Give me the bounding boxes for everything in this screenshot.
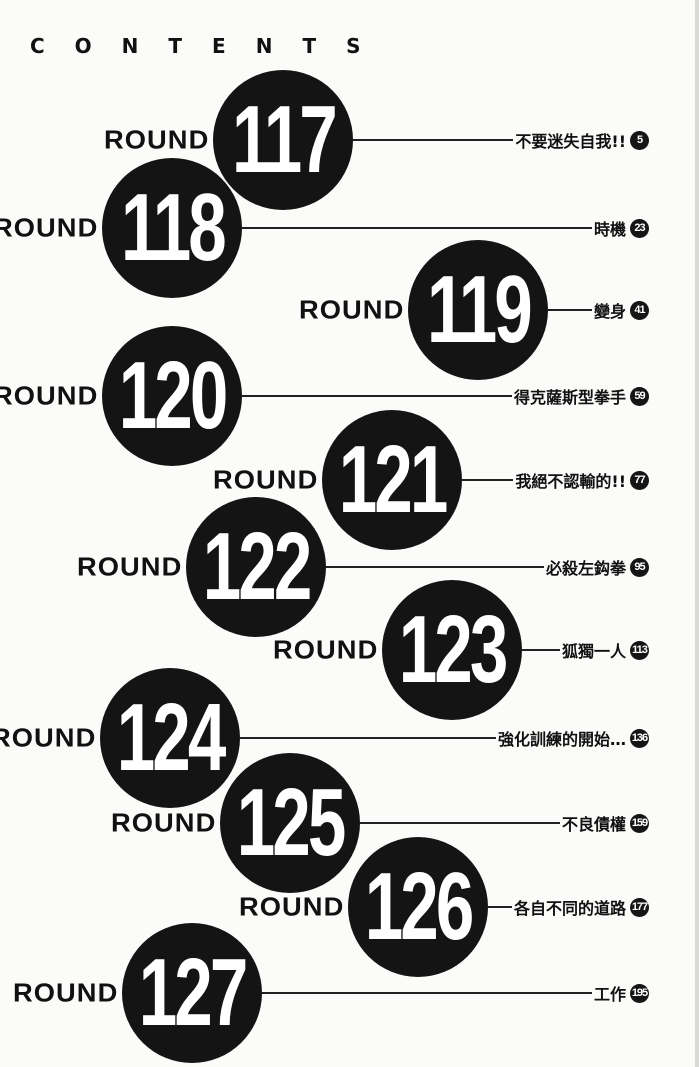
page-number-badge: 77 — [630, 470, 649, 490]
chapter-title-row: 時機 23 — [242, 216, 649, 240]
page-number-badge: 136 — [630, 728, 649, 748]
round-label: ROUND — [272, 634, 378, 665]
round-label: ROUND — [110, 807, 216, 838]
page-number-badge: 59 — [630, 386, 649, 406]
chapter-title: 工作 — [593, 985, 626, 1004]
page-number-badge: 41 — [630, 300, 649, 320]
chapter-title-row: 不良債權 159 — [360, 811, 649, 835]
chapter-number: 120 — [118, 342, 229, 449]
page-edge — [695, 0, 699, 1067]
chapter-title-row: 強化訓練的開始… 136 — [240, 726, 649, 750]
leader-line — [240, 737, 496, 739]
leader-line — [242, 395, 512, 397]
chapter-number-circle: 127 — [122, 923, 262, 1063]
page-number-badge: 113 — [630, 640, 649, 660]
chapter-title: 各自不同的道路 — [513, 899, 626, 918]
round-label: ROUND — [238, 891, 344, 922]
chapter-number-circle: 126 — [348, 837, 488, 977]
leader-line — [262, 992, 592, 994]
chapter-title-row: 得克薩斯型拳手 59 — [242, 384, 649, 408]
round-label: ROUND — [298, 294, 404, 325]
leader-line — [326, 566, 544, 568]
chapter-title-row: 變身 41 — [548, 298, 649, 322]
round-label: ROUND — [212, 464, 318, 495]
chapter-number: 119 — [426, 256, 533, 363]
contents-heading: CONTENTS — [30, 34, 391, 58]
round-label: ROUND — [0, 722, 96, 753]
round-label: ROUND — [0, 212, 98, 243]
chapter-number-circle: 117 — [213, 70, 353, 210]
page-number-badge: 195 — [630, 983, 649, 1003]
chapter-title: 變身 — [593, 302, 626, 321]
page-number-badge: 177 — [630, 897, 649, 917]
round-label: ROUND — [103, 124, 209, 155]
chapter-title: 我絕不認輸的!! — [515, 472, 626, 491]
leader-line — [522, 649, 560, 651]
page-number-badge: 95 — [630, 557, 649, 577]
chapter-number: 127 — [138, 939, 249, 1046]
leader-line — [242, 227, 592, 229]
chapter-title: 得克薩斯型拳手 — [513, 388, 626, 407]
chapter-title: 不要迷失自我!! — [515, 132, 626, 151]
chapter-number: 123 — [398, 596, 509, 703]
chapter-number: 121 — [338, 426, 449, 533]
chapter-number: 117 — [231, 86, 338, 193]
chapter-number: 126 — [364, 853, 475, 960]
page-number-badge: 5 — [630, 130, 649, 150]
chapter-title-row: 必殺左鈎拳 95 — [326, 555, 649, 579]
chapter-number-circle: 124 — [100, 668, 240, 808]
chapter-number: 118 — [120, 174, 227, 281]
round-label: ROUND — [76, 551, 182, 582]
chapter-title: 時機 — [593, 220, 626, 239]
round-label: ROUND — [0, 380, 98, 411]
chapter-number-circle: 118 — [102, 158, 242, 298]
chapter-title-row: 各自不同的道路 177 — [488, 895, 649, 919]
chapter-title-row: 不要迷失自我!! 5 — [353, 128, 649, 152]
leader-line — [360, 822, 560, 824]
chapter-number-circle: 122 — [186, 497, 326, 637]
leader-line — [488, 906, 512, 908]
chapter-title: 不良債權 — [561, 815, 626, 834]
page-number-badge: 23 — [630, 218, 649, 238]
round-label: ROUND — [12, 977, 118, 1008]
leader-line — [548, 309, 592, 311]
chapter-title-row: 工作 195 — [262, 981, 649, 1005]
chapter-title: 強化訓練的開始… — [497, 730, 626, 749]
chapter-number-circle: 121 — [322, 410, 462, 550]
chapter-number: 122 — [202, 513, 313, 620]
leader-line — [353, 139, 514, 141]
chapter-number-circle: 125 — [220, 753, 360, 893]
chapter-title: 狐獨一人 — [561, 642, 626, 661]
chapter-number-circle: 119 — [408, 240, 548, 380]
leader-line — [462, 479, 514, 481]
chapter-number-circle: 123 — [382, 580, 522, 720]
chapter-number-circle: 120 — [102, 326, 242, 466]
chapter-number: 124 — [116, 684, 227, 791]
page-number-badge: 159 — [630, 813, 649, 833]
chapter-title-row: 狐獨一人 113 — [522, 638, 649, 662]
chapter-title-row: 我絕不認輸的!! 77 — [462, 468, 649, 492]
chapter-number: 125 — [236, 769, 347, 876]
chapter-title: 必殺左鈎拳 — [545, 559, 626, 578]
